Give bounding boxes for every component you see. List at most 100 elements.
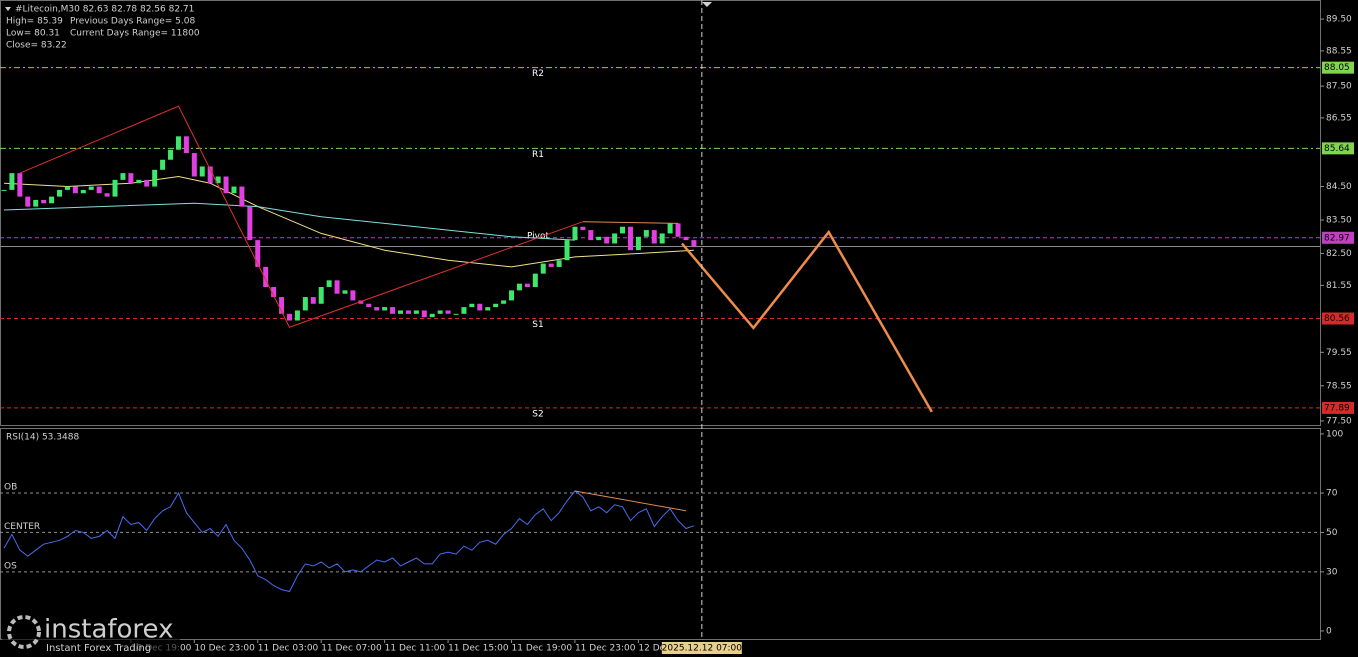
candle	[64, 186, 70, 190]
info-text: Previous Days Range= 5.08	[70, 17, 195, 27]
y-tick-label: 81.55	[1326, 281, 1352, 291]
level-label: CENTER	[4, 522, 40, 532]
y-tick-label: 77.50	[1326, 416, 1352, 426]
level-price-box	[1322, 312, 1354, 325]
candle	[318, 287, 324, 304]
collapse-arrow	[5, 7, 11, 11]
level-label: S1	[532, 320, 543, 330]
level-label: OS	[4, 561, 17, 571]
candle	[96, 186, 102, 194]
candle	[358, 300, 364, 304]
candle	[294, 310, 300, 321]
y-tick-label: 78.55	[1326, 381, 1352, 391]
candle	[405, 310, 411, 314]
level-label: Pivot	[527, 231, 550, 241]
level-price-box	[1322, 401, 1354, 414]
candle	[104, 193, 110, 197]
candle	[580, 226, 586, 231]
candle	[627, 226, 633, 251]
candle	[9, 173, 15, 190]
x-tick-label: 10 Dec 23:00	[194, 644, 255, 654]
candle	[160, 159, 166, 170]
candle	[540, 263, 546, 274]
y-tick-label: 83.50	[1326, 216, 1352, 226]
candle	[286, 313, 292, 321]
level-price-box	[1322, 231, 1354, 244]
candle	[17, 173, 23, 197]
candle	[572, 226, 578, 241]
candle	[25, 196, 31, 207]
candle	[128, 173, 134, 184]
candle	[390, 307, 396, 314]
candle	[461, 307, 467, 314]
y-tick-label: 89.50	[1326, 15, 1352, 25]
candle	[247, 206, 253, 241]
x-tick-label: 11 Dec 11:00	[385, 644, 446, 654]
candle	[548, 263, 554, 267]
candle	[501, 300, 507, 304]
moving-average	[3, 202, 576, 241]
y-tick-label: 87.50	[1326, 82, 1352, 92]
level-label: R1	[532, 150, 544, 160]
candle	[413, 310, 419, 314]
candle	[643, 230, 649, 237]
candle	[231, 186, 237, 194]
candle	[88, 186, 94, 190]
level-price-label: 88.05	[1324, 63, 1350, 73]
price-panel-frame	[0, 0, 1321, 426]
candle	[667, 223, 673, 234]
candle	[279, 297, 285, 314]
y-tick-label: 86.55	[1326, 113, 1352, 123]
candle	[215, 176, 221, 184]
candle	[620, 226, 626, 234]
info-text: Low= 80.31	[6, 29, 60, 39]
candle	[112, 179, 118, 197]
candle	[524, 283, 530, 288]
rsi-title: RSI(14) 53.3488	[6, 433, 79, 443]
level-label: OB	[4, 483, 17, 493]
candle	[516, 283, 522, 291]
cursor-label-box	[661, 642, 742, 654]
y-tick-label: 30	[1326, 567, 1338, 577]
y-tick-label: 82.50	[1326, 249, 1352, 259]
cursor-arrow	[702, 2, 712, 7]
candle	[564, 240, 570, 261]
candle	[659, 233, 665, 244]
x-tick-label: 11 Dec 19:00	[512, 644, 573, 654]
candle	[493, 303, 499, 308]
candle	[374, 307, 380, 311]
candle	[532, 273, 538, 288]
y-tick-label: 88.55	[1326, 46, 1352, 56]
candle	[136, 179, 142, 184]
y-tick-label: 100	[1326, 429, 1343, 439]
candle	[445, 310, 451, 314]
cursor-label: 2025.12.12 07:00	[662, 644, 743, 654]
y-tick-label: 50	[1326, 528, 1338, 538]
candle	[556, 260, 562, 267]
candle	[398, 310, 403, 314]
candle	[596, 236, 602, 241]
candle	[168, 149, 174, 160]
candle	[207, 166, 213, 184]
candle	[477, 303, 483, 311]
candle	[588, 230, 594, 241]
x-tick-label: 11 Dec 23:00	[575, 644, 636, 654]
level-price-label: 77.89	[1324, 403, 1350, 413]
candle	[675, 223, 681, 237]
channel-line	[582, 221, 679, 224]
candle	[144, 179, 150, 187]
candle	[72, 186, 78, 194]
rsi-panel-frame	[0, 428, 1321, 640]
candle	[49, 196, 55, 204]
candle	[604, 236, 610, 244]
candle	[612, 233, 618, 244]
candle	[350, 290, 356, 301]
y-tick-label: 84.50	[1326, 182, 1352, 192]
candle	[342, 290, 348, 294]
y-tick-label: 70	[1326, 489, 1338, 499]
zigzag	[19, 105, 584, 328]
level-price-box	[1322, 142, 1354, 155]
